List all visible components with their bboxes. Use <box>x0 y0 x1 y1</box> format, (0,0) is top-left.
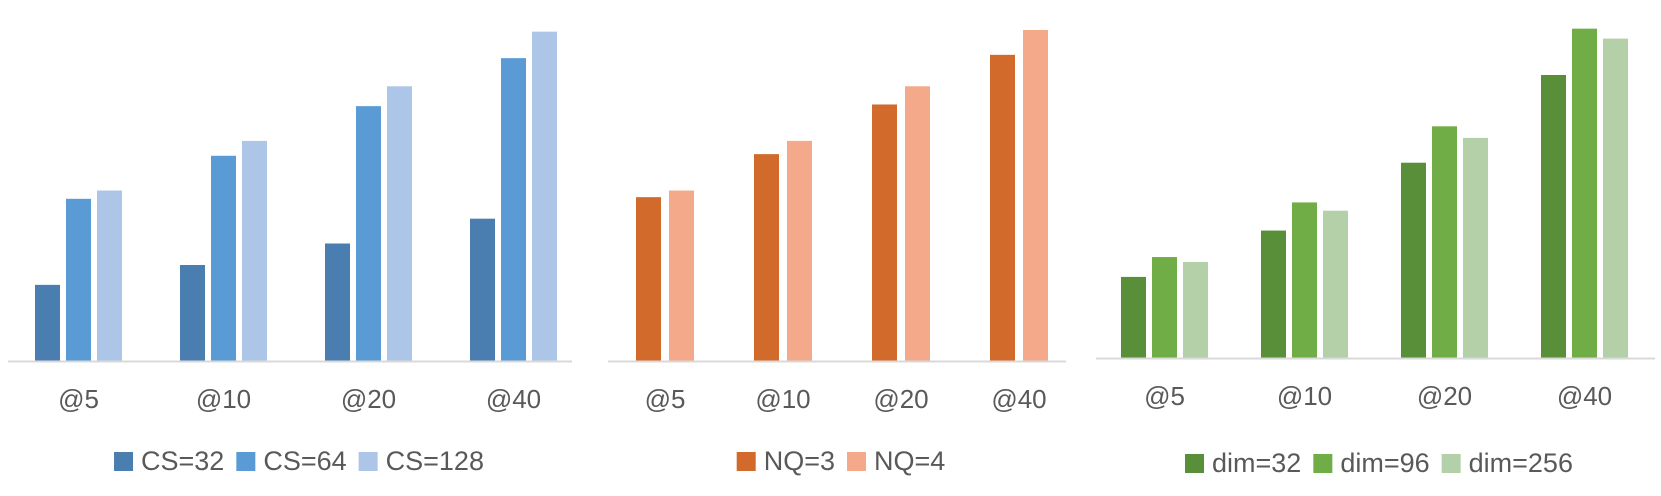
chart-panel-3: @5 @10 @20 @40 dim=32 dim=96 dim=256 <box>1096 28 1655 478</box>
bar-dim-256-at10 <box>1323 210 1348 358</box>
legend-swatch <box>736 452 756 471</box>
legend-swatch <box>1313 454 1333 473</box>
chart-panel-2: @5 @10 @20 @40 NQ=3 NQ=4 <box>608 30 1066 476</box>
chart-panel-1: @5 @10 @20 @40 CS=32 CS=64 CS=128 <box>8 31 572 476</box>
bar-dim-256-at5 <box>1183 262 1208 358</box>
legend-swatch <box>358 452 378 471</box>
legend-item-nq-4: NQ=4 <box>847 446 945 476</box>
bar-nq-3-at40 <box>990 54 1015 361</box>
legend-label: dim=32 <box>1212 448 1301 478</box>
legend: CS=32 CS=64 CS=128 <box>114 446 484 476</box>
bar-cs-64-at5 <box>66 198 91 361</box>
legend-item-cs-128: CS=128 <box>358 446 484 476</box>
x-tick-label: @40 <box>991 384 1046 414</box>
x-tick-label: @10 <box>1277 381 1332 411</box>
x-tick-label: @20 <box>873 384 928 414</box>
legend-swatch <box>1441 454 1461 473</box>
bar-cs-128-at20 <box>387 86 412 362</box>
legend-label: dim=96 <box>1340 448 1429 478</box>
legend-swatch <box>114 452 134 471</box>
bar-dim-256-at20 <box>1463 137 1488 358</box>
bar-nq-4-at10 <box>787 140 812 361</box>
bar-cs-32-at20 <box>325 243 350 361</box>
x-tick-label: @10 <box>755 384 810 414</box>
legend-swatch <box>847 452 866 471</box>
x-tick-label: @5 <box>1144 381 1185 411</box>
bar-dim-96-at20 <box>1432 126 1457 358</box>
bar-nq-3-at5 <box>636 197 661 361</box>
bar-cs-128-at5 <box>97 190 122 361</box>
bar-nq-4-at40 <box>1023 30 1048 361</box>
bar-cs-32-at5 <box>35 284 60 361</box>
bar-dim-32-at10 <box>1261 230 1286 358</box>
bar-dim-32-at20 <box>1401 162 1426 358</box>
legend-item-cs-32: CS=32 <box>114 446 224 476</box>
bar-nq-3-at20 <box>872 104 897 361</box>
x-tick-label: @20 <box>341 384 396 414</box>
legend-label: CS=128 <box>386 446 484 476</box>
legend-label: NQ=4 <box>874 446 945 476</box>
bar-cs-32-at40 <box>470 218 495 361</box>
legend-swatch <box>1185 454 1205 473</box>
legend-label: CS=32 <box>141 446 224 476</box>
bar-cs-128-at10 <box>242 140 267 361</box>
bar-cs-64-at10 <box>211 155 236 361</box>
bar-nq-3-at10 <box>754 154 779 361</box>
legend-item-nq-3: NQ=3 <box>736 446 835 476</box>
legend-item-dim-256: dim=256 <box>1441 448 1573 478</box>
bar-cs-32-at10 <box>180 265 205 361</box>
legend-label: CS=64 <box>263 446 346 476</box>
legend-item-cs-64: CS=64 <box>236 446 347 476</box>
x-tick-label: @5 <box>58 384 99 414</box>
bar-dim-96-at40 <box>1572 28 1597 359</box>
legend-swatch <box>236 452 256 471</box>
x-tick-label: @20 <box>1417 381 1472 411</box>
bar-cs-64-at20 <box>356 106 381 361</box>
legend-label: dim=256 <box>1469 448 1573 478</box>
legend-label: NQ=3 <box>764 446 835 476</box>
bar-dim-96-at10 <box>1292 202 1317 358</box>
x-tick-label: @5 <box>645 384 686 414</box>
bar-cs-128-at40 <box>532 31 557 362</box>
legend-item-dim-96: dim=96 <box>1313 448 1430 478</box>
bar-dim-96-at5 <box>1152 257 1177 358</box>
bar-dim-256-at40 <box>1603 38 1628 359</box>
x-tick-label: @40 <box>1557 381 1612 411</box>
bar-cs-64-at40 <box>501 58 526 361</box>
legend: NQ=3 NQ=4 <box>736 446 945 476</box>
x-tick-label: @40 <box>486 384 541 414</box>
bar-dim-32-at5 <box>1121 276 1146 358</box>
bar-nq-4-at20 <box>905 86 930 362</box>
legend: dim=32 dim=96 dim=256 <box>1185 448 1573 478</box>
legend-item-dim-32: dim=32 <box>1185 448 1301 478</box>
bar-dim-32-at40 <box>1541 74 1566 359</box>
x-tick-label: @10 <box>196 384 251 414</box>
bar-nq-4-at5 <box>669 190 694 361</box>
